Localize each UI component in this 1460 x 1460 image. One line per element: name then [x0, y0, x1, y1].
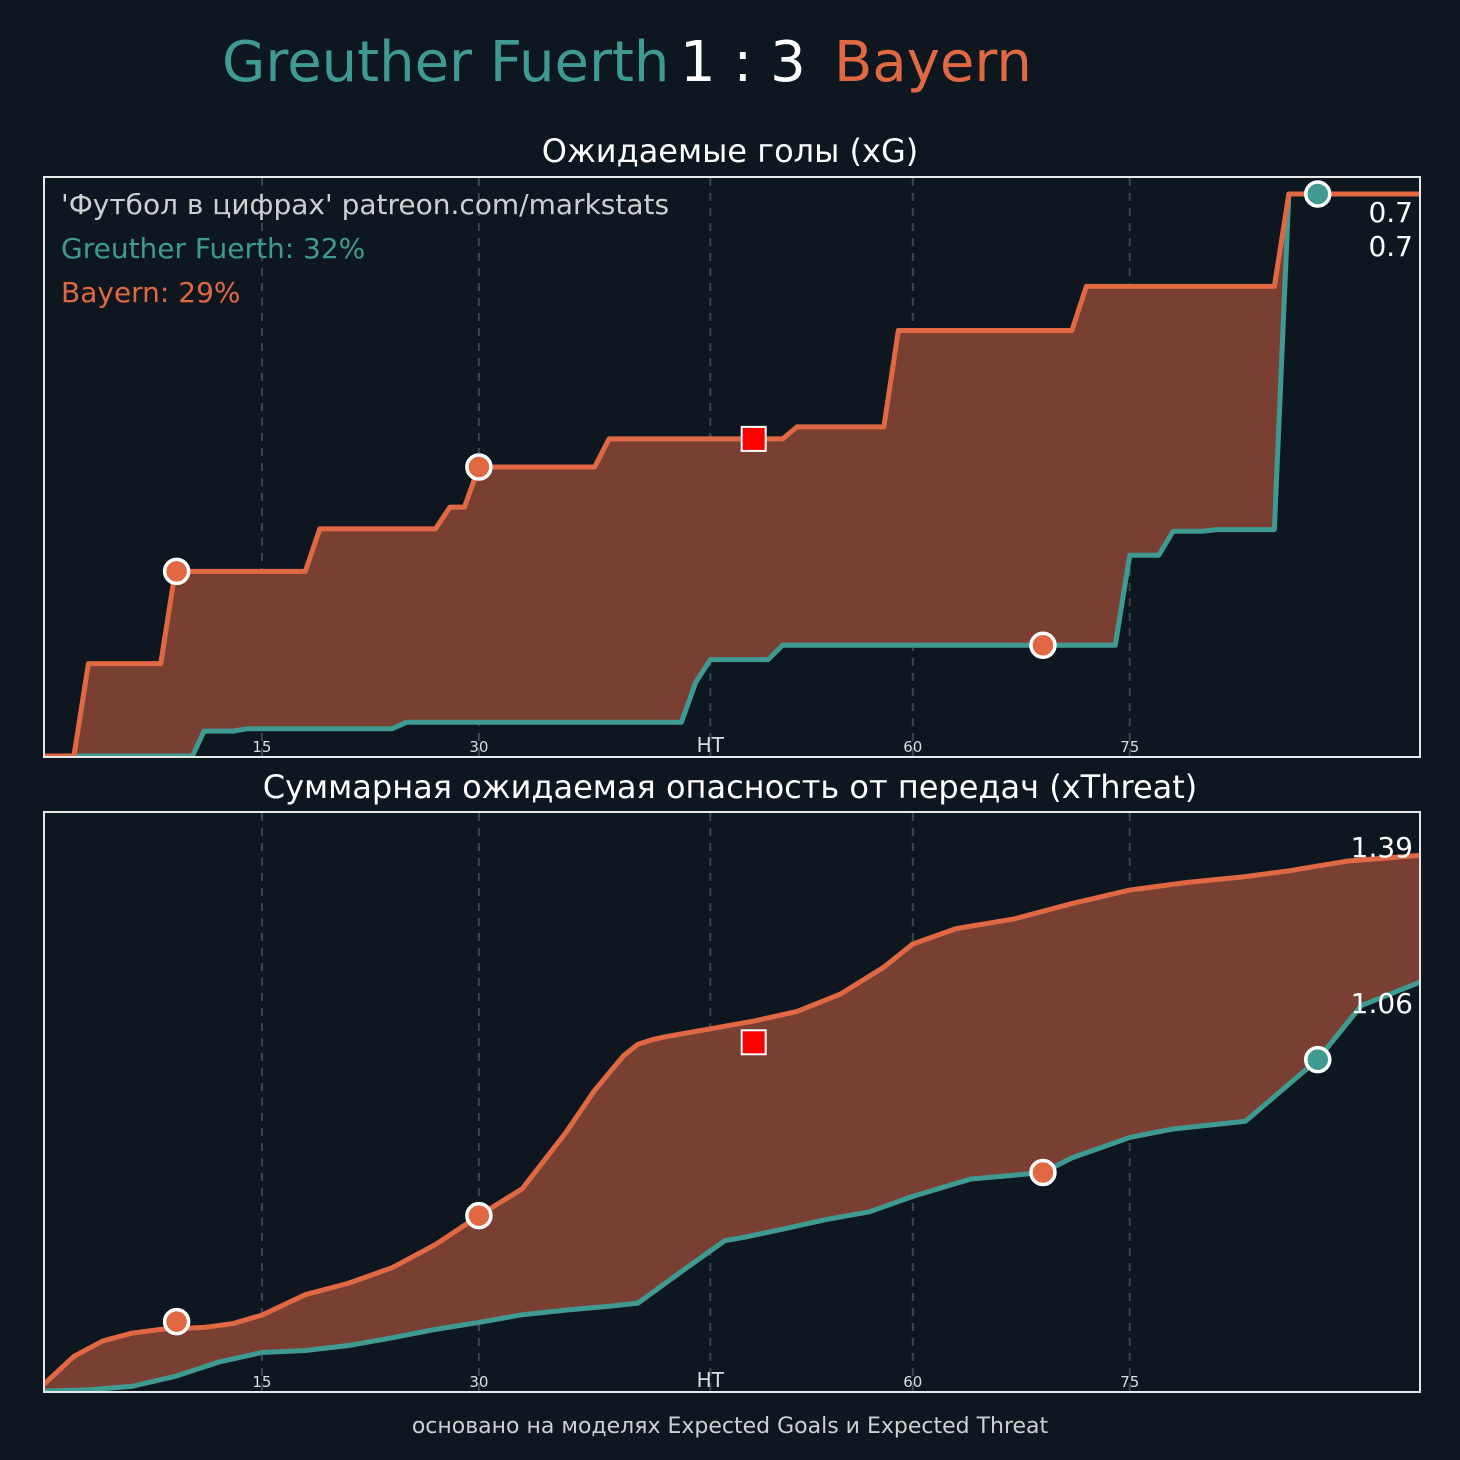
xg-red-card-marker-2: [740, 425, 767, 452]
match-header: Greuther Fuerth 1 : 3 Bayern: [0, 30, 1460, 110]
xthreat-goal-marker-4: [1304, 1045, 1332, 1074]
xg-chart-panel: 15 30 HT 60 75 'Футбол в цифрах' patreon.com…: [43, 176, 1421, 758]
xg-goal-marker-0: [162, 557, 191, 586]
xthreat-tick-label-3: 60: [903, 1373, 922, 1391]
xthreat-chart-svg: 15 30 HT 60 75: [45, 813, 1419, 1391]
xg-chart-svg: 15 30 HT 60 75: [45, 178, 1419, 756]
xthreat-chart-title: Суммарная ожидаемая опасность от передач…: [262, 768, 1198, 806]
xg-goal-marker-3: [1029, 631, 1057, 659]
xg-tick-label-3: 60: [903, 738, 922, 756]
xthreat-goal-marker-3: [1029, 1158, 1057, 1187]
xthreat-tick-label-4: 75: [1120, 1373, 1139, 1391]
xg-goal-marker-4: [1304, 180, 1332, 208]
away-team-name: Bayern: [834, 30, 1032, 95]
xthreat-tick-label-0: 15: [252, 1373, 271, 1391]
footer-note: основано на моделях Expected Goals и Exp…: [411, 1414, 1049, 1439]
home-team-name: Greuther Fuerth: [222, 30, 670, 95]
xg-tick-label-0: 15: [252, 738, 271, 756]
xg-tick-label-1: 30: [469, 738, 488, 756]
xthreat-red-card-marker-2: [740, 1029, 767, 1056]
xg-diff-area: [45, 194, 1419, 756]
xg-tick-label-4: 75: [1120, 738, 1139, 756]
xg-home-end-label: 0.7: [1368, 230, 1413, 263]
xthreat-home-end-label: 1.06: [1350, 987, 1413, 1020]
xg-tick-label-2: HT: [697, 733, 725, 756]
xthreat-goal-marker-0: [162, 1307, 191, 1336]
xthreat-goal-marker-1: [465, 1201, 493, 1230]
xg-goal-marker-1: [465, 453, 493, 481]
xthreat-tick-label-2: HT: [697, 1368, 725, 1391]
xg-series-away-line: [45, 191, 1419, 756]
home-share-text: Greuther Fuerth: 32%: [61, 232, 366, 265]
xthreat-away-end-label: 1.39: [1350, 831, 1413, 864]
away-share-text: Bayern: 29%: [61, 276, 241, 309]
xg-away-end-label: 0.7: [1368, 196, 1413, 229]
xthreat-chart-panel: 15 30 HT 60 75 1.39 1.06: [43, 811, 1421, 1393]
xthreat-diff-area: [45, 855, 1419, 1391]
xthreat-tick-label-1: 30: [469, 1373, 488, 1391]
watermark-text: 'Футбол в цифрах' patreon.com/markstats: [61, 188, 670, 221]
xthreat-series-home-line: [45, 980, 1419, 1391]
xthreat-series-away-line: [45, 852, 1419, 1386]
xg-series-home-line: [45, 191, 1419, 756]
match-score: 1 : 3: [680, 30, 806, 95]
xg-chart-title: Ожидаемые голы (xG): [541, 132, 919, 170]
